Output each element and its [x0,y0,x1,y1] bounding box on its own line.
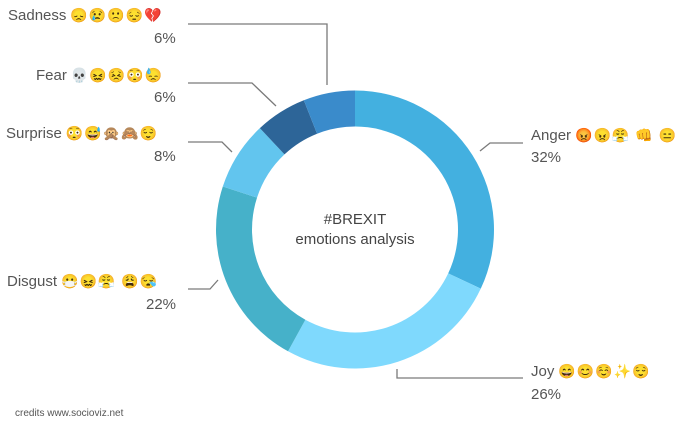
label-sadness: Sadness 😞😢🙁😔💔 [8,6,163,25]
disgust-emoji-icons: 😷😖😤 😩😪 [61,273,159,289]
label-joy: Joy 😄😊☺️✨😌 [531,362,651,381]
leader-line-joy [396,369,523,379]
slice-surprise [222,128,285,198]
joy-emoji-icons: 😄😊☺️✨😌 [558,363,651,379]
pct-sadness: 6% [154,30,176,47]
slice-anger [355,90,494,289]
pct-disgust: 22% [146,296,177,313]
label-sadness-name: Sadness [8,7,67,24]
slice-disgust [215,186,306,352]
pct-surprise: 8% [154,148,176,165]
surprise-emoji-icons: 😳😅🙊🙈😌 [65,125,159,141]
label-fear-name: Fear [36,67,67,84]
center-title-line1: #BREXIT [323,211,387,228]
leader-line-sadness [188,23,328,85]
label-joy-name: Joy [531,363,555,380]
slice-joy [288,273,481,369]
anger-emoji-icons: 😡😠😤 👊 😑 [575,127,677,143]
label-disgust-name: Disgust [7,273,58,290]
leader-line-disgust [188,279,219,290]
leader-lines [188,23,523,379]
label-anger: Anger 😡😠😤 👊 😑 [531,126,677,145]
credits-text: credits www.socioviz.net [15,408,124,419]
sadness-emoji-icons: 😞😢🙁😔💔 [70,7,163,23]
pct-anger: 32% [531,149,562,166]
label-disgust: Disgust 😷😖😤 😩😪 [7,272,158,291]
label-anger-name: Anger [531,127,572,144]
pct-joy: 26% [531,386,562,403]
leader-line-surprise [188,141,233,153]
slice-fear [259,100,318,155]
label-surprise: Surprise 😳😅🙊🙈😌 [6,124,158,143]
donut-slices [215,90,494,369]
center-title-line2: emotions analysis [295,231,415,248]
chart-center-title: #BREXIT emotions analysis [255,210,455,250]
label-surprise-name: Surprise [6,125,62,142]
label-fear: Fear 💀😖😣😳😓 [36,66,163,85]
pct-fear: 6% [154,89,176,106]
leader-line-fear [188,82,277,107]
slice-sadness [303,90,355,134]
fear-emoji-icons: 💀😖😣😳😓 [70,67,164,83]
leader-line-anger [479,142,523,152]
